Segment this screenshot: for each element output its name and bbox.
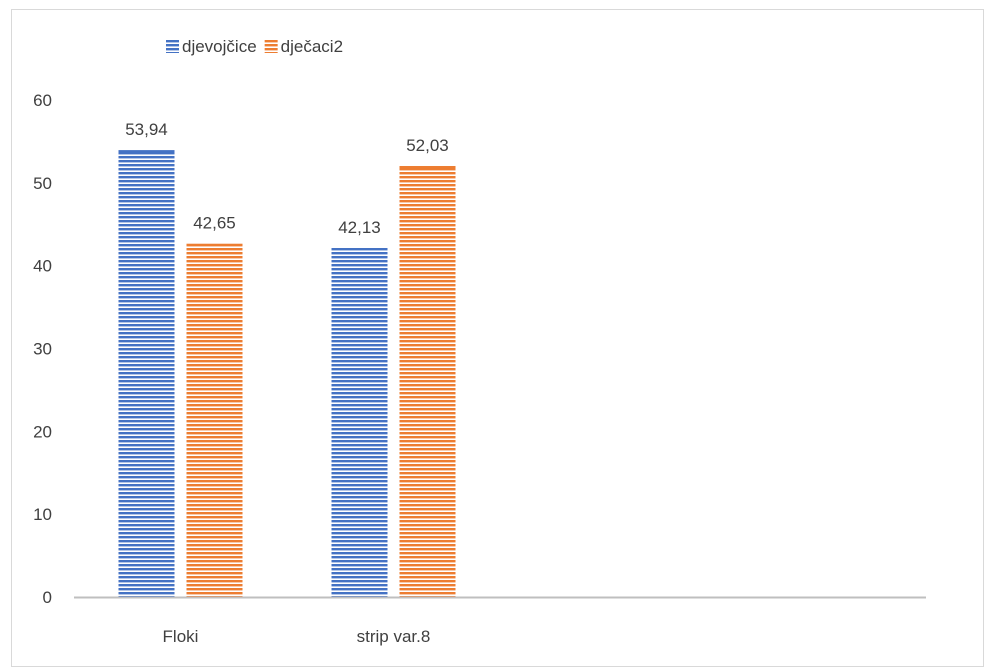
y-tick-label: 30: [33, 340, 52, 359]
data-label: 42,65: [193, 214, 236, 233]
x-tick-label: Floki: [163, 627, 199, 646]
x-tick-label: strip var.8: [357, 627, 431, 646]
data-label: 53,94: [125, 120, 168, 139]
y-tick-label: 10: [33, 505, 52, 524]
bar-djecaci2-0: [186, 243, 243, 598]
y-tick-label: 0: [43, 588, 52, 607]
legend-item-djecaci2: dječaci2: [264, 37, 343, 56]
bar-top-edge: [186, 243, 243, 246]
legend-swatch: [166, 40, 179, 53]
data-labels: 53,94 42,65 42,13 52,03: [125, 120, 449, 237]
y-tick-label: 60: [33, 91, 52, 110]
y-tick-label: 50: [33, 174, 52, 193]
legend-item-djevojcice: djevojčice: [166, 37, 257, 56]
x-axis: Floki strip var.8: [74, 596, 926, 646]
bar-djevojcice-0: [118, 150, 175, 597]
bar-djecaci2-1: [399, 166, 456, 597]
bar-top-edge: [118, 150, 175, 153]
legend-swatch: [264, 40, 278, 53]
legend-label: djevojčice: [182, 37, 257, 56]
y-tick-label: 40: [33, 257, 52, 276]
data-label: 42,13: [338, 218, 381, 237]
bar-djevojcice-1: [331, 248, 388, 597]
y-tick-label: 20: [33, 422, 52, 441]
bars: [118, 150, 456, 598]
bar-top-edge: [331, 248, 388, 251]
y-axis: 0 10 20 30 40 50 60: [33, 91, 52, 607]
legend: djevojčice dječaci2: [166, 37, 343, 56]
legend-label: dječaci2: [281, 37, 343, 56]
bar-top-edge: [399, 166, 456, 169]
data-label: 52,03: [406, 136, 449, 155]
